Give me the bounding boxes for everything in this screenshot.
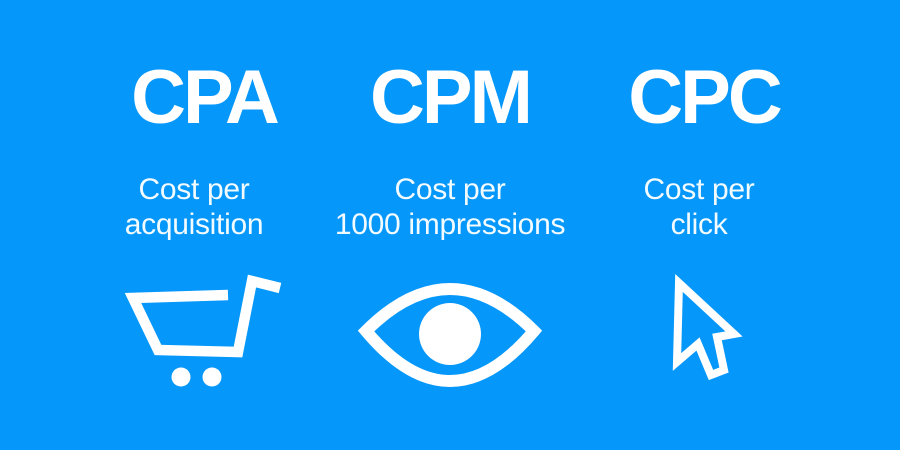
description-cpa-line1: Cost per [138,173,250,206]
description-cpa: Cost per acquisition [34,172,354,242]
shopping-cart-icon [125,274,282,387]
description-cpm: Cost per 1000 impressions [290,172,610,242]
eye-icon [357,283,543,387]
cursor-icon [672,274,743,381]
description-cpm-line2: 1000 impressions [334,208,566,241]
description-cpc-line1: Cost per [643,173,755,206]
description-cpa-line2: acquisition [124,208,264,241]
acronym-cpc: CPC [628,55,782,140]
description-cpm-line1: Cost per [394,173,506,206]
description-cpc: Cost per click [539,172,859,242]
description-cpc-line2: click [670,208,728,241]
acronym-cpm: CPM [370,55,533,140]
acronym-cpa: CPA [131,55,280,140]
